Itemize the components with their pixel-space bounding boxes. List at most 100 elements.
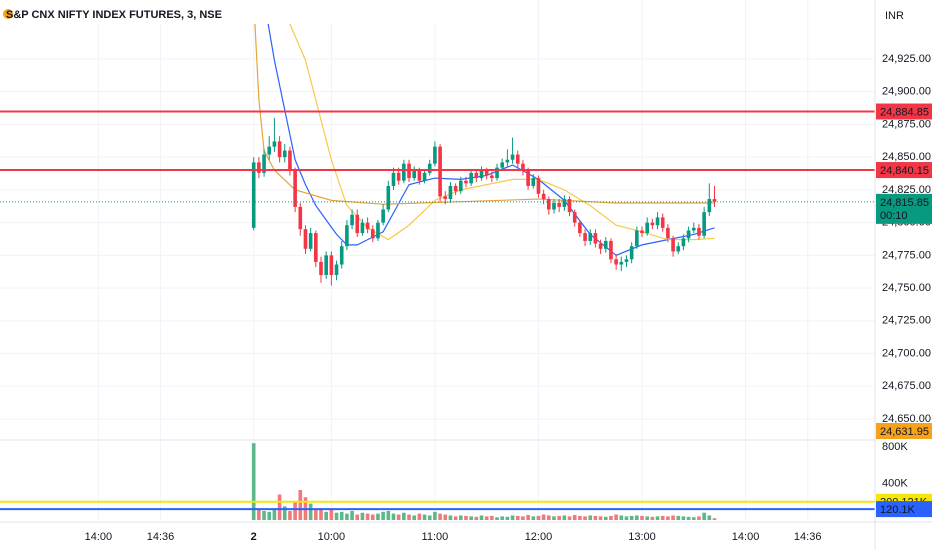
volume-bar — [324, 511, 328, 520]
volume-bar — [609, 515, 613, 520]
volume-bar — [396, 514, 401, 520]
candle-body — [686, 230, 691, 239]
volume-bar — [282, 506, 287, 520]
volume-average-label: 120.1K — [880, 504, 916, 516]
volume-bar — [391, 513, 396, 520]
candle-body — [614, 259, 618, 265]
volume-bar — [381, 511, 385, 520]
volume-bar — [262, 510, 266, 520]
volume-bar — [257, 509, 261, 520]
candle-body — [376, 222, 380, 239]
candle-body — [624, 259, 629, 262]
volume-bar — [448, 515, 453, 520]
candle-body — [660, 217, 665, 228]
y-tick-label: 24,750.00 — [882, 282, 931, 294]
candle-body — [707, 199, 712, 213]
volume-bar — [521, 516, 525, 520]
volume-bar — [583, 516, 587, 520]
candle-body — [479, 170, 484, 179]
chart-title: S&P CNX NIFTY INDEX FUTURES, 3, NSE — [6, 9, 222, 21]
candle-body — [417, 170, 422, 181]
x-tick-label: 11:00 — [422, 531, 449, 543]
volume-bar — [495, 517, 499, 520]
level-label: 24,884.85 — [880, 106, 929, 118]
level-tag — [876, 162, 932, 179]
volume-bar — [691, 517, 696, 520]
volume-bar — [469, 516, 473, 520]
volume-bar — [267, 511, 272, 520]
candle-body — [334, 264, 339, 275]
volume-bar — [386, 510, 391, 520]
candle-body — [339, 246, 344, 265]
candle-body — [257, 162, 261, 173]
candle-body — [557, 202, 561, 207]
volume-bar — [686, 516, 691, 520]
volume-bar — [308, 503, 313, 520]
volume-bar — [536, 515, 541, 520]
candle-body — [655, 217, 660, 226]
candle-body — [526, 170, 530, 186]
volume-bar — [578, 515, 582, 520]
candle-body — [650, 222, 655, 226]
candle-body — [427, 163, 432, 173]
volume-bar — [490, 515, 494, 520]
candle-body — [697, 227, 701, 236]
volume-bar — [645, 516, 650, 520]
candle-body — [562, 199, 567, 207]
volume-bar — [541, 514, 546, 520]
vwap-label: 24,631.95 — [880, 426, 929, 438]
y-tick-label: 24,675.00 — [882, 380, 931, 392]
volume-bar — [479, 515, 484, 520]
candle-body — [303, 229, 308, 249]
volume-bar — [376, 513, 380, 520]
y-tick-label: 24,825.00 — [882, 184, 931, 196]
volume-tick-label: 800K — [882, 441, 908, 453]
candle-body — [319, 261, 323, 275]
y-tick-label: 24,850.00 — [882, 151, 931, 163]
candle-body — [640, 230, 644, 234]
volume-bar — [412, 515, 417, 520]
title-bg — [0, 0, 440, 24]
y-tick-label: 24,700.00 — [882, 347, 931, 359]
volume-bar — [339, 511, 344, 520]
candle-body — [272, 141, 277, 147]
volume-bar — [288, 510, 292, 520]
candle-body — [282, 150, 287, 158]
candle-body — [676, 246, 681, 252]
volume-bar — [293, 501, 297, 520]
volume-bar — [510, 515, 515, 520]
logo — [3, 9, 13, 19]
candle-body — [469, 172, 473, 184]
candle-body — [515, 154, 520, 164]
x-tick-label: 10:00 — [318, 531, 346, 543]
candle-body — [329, 255, 334, 275]
y-tick-label: 24,875.00 — [882, 118, 931, 130]
candle-body — [619, 261, 624, 265]
candle-body — [702, 212, 706, 236]
x-tick-label: 13:00 — [628, 531, 656, 543]
volume-bar — [676, 515, 681, 520]
volume-bar — [355, 514, 360, 520]
volume-bar — [314, 509, 318, 520]
volume-bar — [681, 516, 686, 520]
volume-bar — [417, 513, 422, 520]
candle-body — [308, 233, 313, 249]
y-tick-label: 24,650.00 — [882, 413, 931, 425]
candle-body — [438, 146, 442, 197]
volume-bar — [350, 510, 354, 520]
candle-body — [262, 154, 266, 173]
volume-bar — [433, 511, 437, 520]
candle-body — [314, 233, 318, 262]
volume-bar — [666, 516, 670, 520]
candle-body — [536, 178, 541, 194]
candle-body — [645, 222, 650, 234]
grid — [0, 0, 875, 520]
candle-body — [288, 150, 292, 171]
candle-body — [495, 167, 499, 179]
volume-bar — [635, 515, 639, 520]
volume-bar — [526, 515, 530, 520]
vwap-tag — [876, 423, 932, 439]
volume-bar — [443, 514, 448, 520]
candle-body — [464, 180, 468, 184]
volume-bar — [702, 512, 706, 520]
